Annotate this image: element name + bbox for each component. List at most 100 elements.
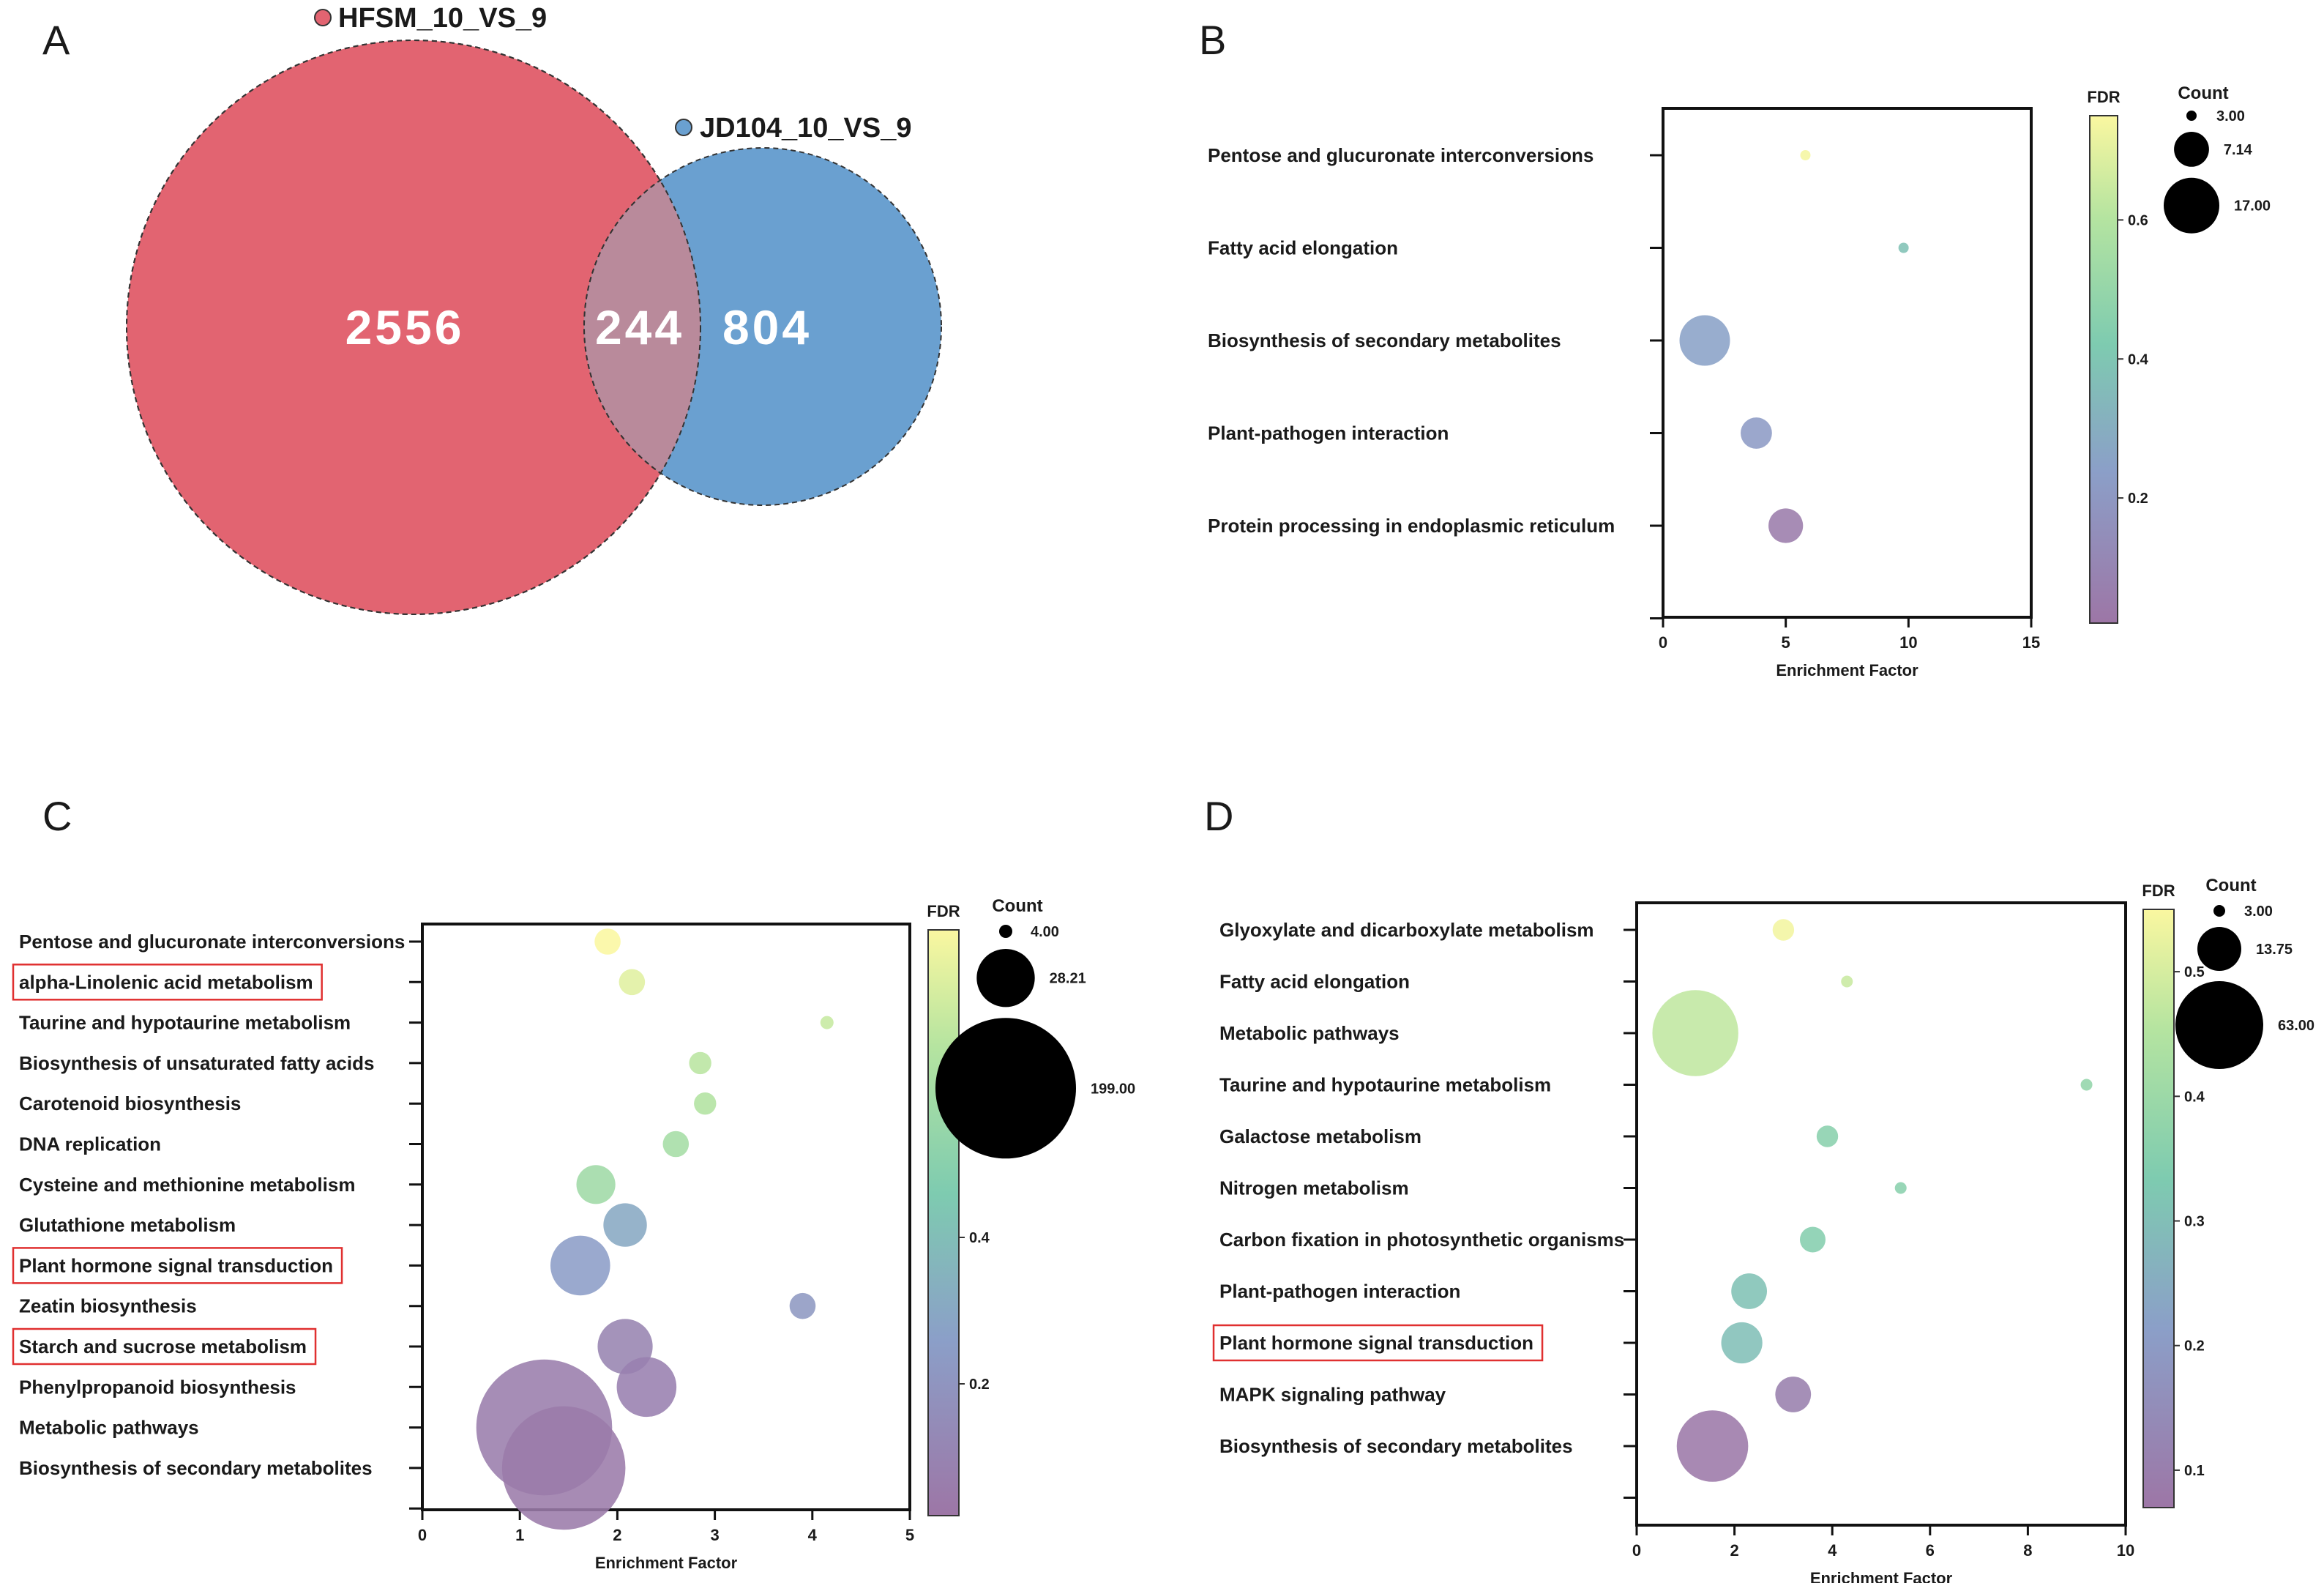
category-label: Pentose and glucuronate interconversions: [1208, 144, 1593, 166]
category-label: Starch and sucrose metabolism: [19, 1336, 307, 1357]
size-legend-circle: [976, 948, 1035, 1007]
colorbar-tick-label: 0.5: [2184, 964, 2205, 980]
bubble-point: [619, 969, 646, 996]
x-axis-title: Enrichment Factor: [595, 1554, 738, 1572]
x-tick-label: 15: [2022, 633, 2040, 652]
size-legend-label: 13.75: [2256, 942, 2293, 958]
bubble-point: [1841, 975, 1853, 988]
bubble-point: [662, 1131, 690, 1158]
fdr-colorbar: [2089, 115, 2118, 624]
enrichment-chart-d: Glyoxylate and dicarboxylate metabolism F…: [1212, 876, 2314, 1583]
highlight-box: [12, 964, 323, 1001]
colorbar-title: FDR: [2087, 88, 2120, 106]
category-label: Taurine and hypotaurine metabolism: [19, 1012, 351, 1034]
bubble-point: [2080, 1079, 2093, 1091]
bubble-point: [594, 928, 621, 955]
bubble-point: [1816, 1125, 1839, 1147]
bubble-point: [689, 1051, 711, 1075]
category-label: Plant-pathogen interaction: [1208, 422, 1449, 444]
category-label: MAPK signaling pathway: [1219, 1384, 1446, 1406]
bubble-point: [603, 1203, 647, 1247]
category-label: Metabolic pathways: [19, 1417, 199, 1439]
bubble-point: [1799, 1226, 1826, 1253]
set1-legend-dot: [314, 9, 332, 26]
x-tick-label: 5: [1782, 633, 1790, 652]
size-legend-circle: [2197, 927, 2241, 972]
bubble-point: [1652, 990, 1738, 1076]
category-label: Nitrogen metabolism: [1219, 1177, 1409, 1199]
bubble-point: [1772, 919, 1795, 941]
x-tick-label: 3: [710, 1526, 719, 1544]
enrichment-chart-b: Pentose and glucuronate interconversions…: [1208, 83, 2271, 679]
category-label: Biosynthesis of secondary metabolites: [19, 1457, 373, 1479]
category-label: Pentose and glucuronate interconversions: [19, 931, 405, 953]
x-tick-label: 1: [515, 1526, 524, 1544]
category-label: Plant hormone signal transduction: [1219, 1332, 1533, 1354]
size-legend-circle: [999, 925, 1012, 938]
plot-frame: [421, 923, 911, 1511]
bubble-point: [1741, 417, 1772, 449]
size-legend-circle: [2213, 905, 2225, 917]
bubble-point: [820, 1016, 834, 1029]
panel-label-b: B: [1199, 17, 1226, 63]
category-label: Metabolic pathways: [1219, 1022, 1400, 1044]
bubble-point: [576, 1165, 616, 1204]
category-label: Plant-pathogen interaction: [1219, 1281, 1460, 1303]
panel-label-c: C: [42, 793, 72, 839]
size-legend-title: Count: [2178, 83, 2228, 103]
colorbar-tick-label: 0.3: [2184, 1214, 2205, 1230]
category-label: alpha-Linolenic acid metabolism: [19, 971, 313, 993]
x-axis-title: Enrichment Factor: [1810, 1569, 1953, 1583]
x-tick-label: 0: [418, 1526, 427, 1544]
x-tick-label: 2: [613, 1526, 621, 1544]
size-legend-label: 199.00: [1091, 1081, 1135, 1097]
size-legend-circle: [2174, 131, 2209, 167]
bubble-point: [1676, 1410, 1749, 1482]
x-tick-label: 5: [905, 1526, 914, 1544]
category-label: Carotenoid biosynthesis: [19, 1092, 241, 1114]
bubble-point: [550, 1235, 610, 1296]
venn-panel: A HFSM_10_VS_9 JD104_10_VS_9 2556 244 80…: [42, 3, 942, 615]
bubble-point: [1800, 150, 1811, 160]
set2-label: JD104_10_VS_9: [700, 113, 911, 144]
bubble-point: [501, 1406, 626, 1530]
category-label: Carbon fixation in photosynthetic organi…: [1219, 1229, 1624, 1251]
category-label: Biosynthesis of unsaturated fatty acids: [19, 1052, 374, 1074]
size-legend-circle: [2175, 981, 2263, 1070]
category-label: Glyoxylate and dicarboxylate metabolism: [1219, 919, 1594, 941]
fdr-colorbar: [927, 929, 960, 1516]
x-tick-label: 8: [2023, 1541, 2032, 1560]
size-legend-circle: [2164, 177, 2219, 234]
size-legend-label: 3.00: [2216, 108, 2245, 124]
bubble-point: [1721, 1322, 1763, 1364]
size-legend-title: Count: [2205, 876, 2256, 895]
category-label: Biosynthesis of secondary metabolites: [1208, 329, 1561, 351]
bubble-point: [1768, 508, 1804, 543]
colorbar-tick-label: 0.2: [969, 1377, 990, 1393]
overlap-region: [584, 148, 700, 505]
set1-label: HFSM_10_VS_9: [338, 3, 547, 34]
x-tick-label: 0: [1632, 1541, 1641, 1560]
set1-only-count: 2556: [345, 300, 465, 354]
colorbar-tick-label: 0.6: [2128, 212, 2148, 228]
bubble-point: [789, 1292, 816, 1319]
x-tick-label: 6: [1926, 1541, 1935, 1560]
highlight-box: [12, 1247, 343, 1284]
highlight-box: [12, 1327, 317, 1366]
set2-legend-dot: [675, 119, 692, 136]
bubble-point: [616, 1357, 677, 1418]
x-tick-label: 2: [1730, 1541, 1738, 1560]
size-legend-label: 3.00: [2244, 904, 2273, 920]
x-axis-title: Enrichment Factor: [1776, 661, 1918, 679]
bubble-point: [1731, 1273, 1768, 1309]
category-label: Glutathione metabolism: [19, 1214, 236, 1236]
panel-label-d: D: [1204, 793, 1233, 839]
x-tick-label: 10: [2117, 1541, 2134, 1560]
colorbar-title: FDR: [2142, 882, 2175, 900]
x-tick-label: 4: [1828, 1541, 1837, 1560]
category-label: Phenylpropanoid biosynthesis: [19, 1376, 296, 1398]
bubble-point: [1894, 1182, 1907, 1194]
panel-label-a: A: [42, 17, 70, 63]
colorbar-tick-label: 0.4: [2128, 351, 2149, 368]
